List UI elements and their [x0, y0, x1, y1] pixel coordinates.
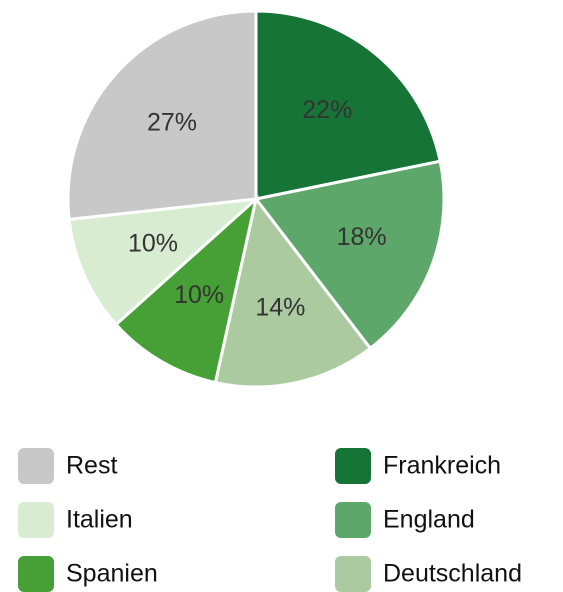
pie-slice: [66, 9, 258, 222]
legend-swatch: [18, 448, 54, 484]
value-label: 14%: [255, 294, 305, 322]
pie-slice: [254, 9, 442, 201]
legend-swatch: [335, 502, 371, 538]
legend-label: Italien: [66, 506, 133, 534]
value-label: 27%: [147, 108, 197, 136]
legend-label: Spanien: [66, 560, 158, 588]
pie-slice: [113, 194, 259, 385]
legend-label: England: [383, 506, 475, 534]
legend-label: Frankreich: [383, 452, 501, 480]
legend-label: Deutschland: [383, 560, 522, 588]
value-label: 10%: [128, 230, 178, 258]
legend-swatch: [335, 556, 371, 592]
value-label: 10%: [174, 281, 224, 309]
pie-slice: [67, 197, 261, 327]
value-label: 22%: [302, 96, 352, 124]
legend-swatch: [335, 448, 371, 484]
legend-swatch: [18, 556, 54, 592]
legend-label: Rest: [66, 452, 117, 480]
pie-slice: [213, 195, 373, 389]
value-label: 18%: [337, 223, 387, 251]
legend-swatch: [18, 502, 54, 538]
pie-slice: [253, 159, 446, 351]
